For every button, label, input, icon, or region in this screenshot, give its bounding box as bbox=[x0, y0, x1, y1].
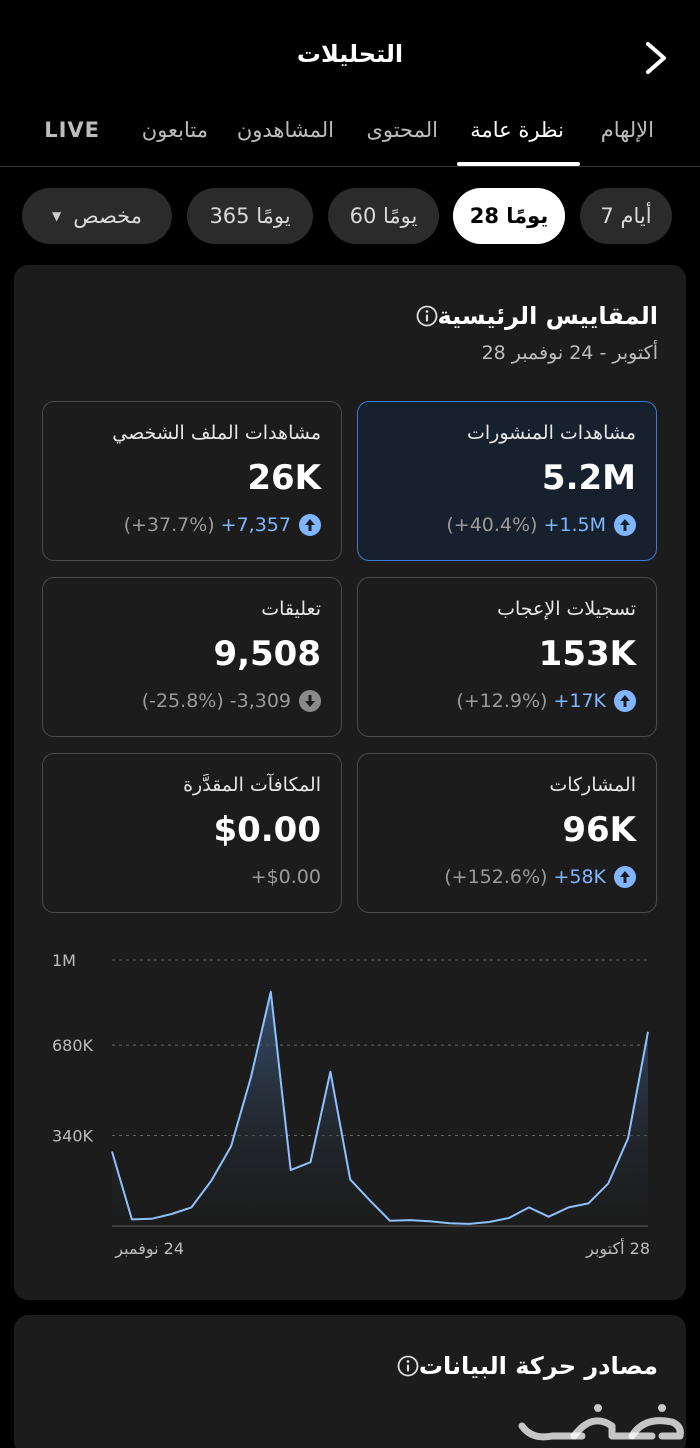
info-icon[interactable] bbox=[397, 1355, 419, 1377]
tab-bar: الإلهام نظرة عامة المحتوى المشاهدون متاب… bbox=[0, 110, 700, 167]
metric-label: تسجيلات الإعجاب bbox=[497, 598, 636, 620]
metric-delta: +17K bbox=[553, 690, 606, 712]
arrow-up-icon bbox=[299, 514, 321, 536]
metric-delta: +1.5M bbox=[543, 514, 606, 536]
period-28-days[interactable]: 28 يومًا bbox=[453, 188, 565, 244]
traffic-sources-title-text: مصادر حركة البيانات bbox=[418, 1352, 658, 1380]
tab-inspiration[interactable]: الإلهام bbox=[600, 118, 654, 142]
post-views-chart: 1M 680K 340K 24 نوفمبر 28 أكتوبر bbox=[52, 951, 650, 1259]
tab-content[interactable]: المحتوى bbox=[366, 118, 438, 142]
arrow-down-icon bbox=[299, 690, 321, 712]
y-tick-label: 680K bbox=[52, 1036, 94, 1055]
x-tick-label: 24 نوفمبر bbox=[114, 1239, 184, 1259]
metric-post-views[interactable]: مشاهدات المنشورات 5.2M +1.5M (+40.4%) bbox=[357, 401, 657, 561]
key-metrics-title-text: المقاييس الرئيسية bbox=[437, 302, 658, 330]
metric-value: 96K bbox=[562, 810, 636, 850]
metric-delta: +$0.00 bbox=[250, 866, 321, 888]
series-area bbox=[112, 991, 648, 1226]
y-tick-label: 1M bbox=[52, 951, 76, 970]
metric-value: 5.2M bbox=[541, 458, 636, 498]
metric-value: 26K bbox=[247, 458, 321, 498]
header: التحليلات bbox=[0, 0, 700, 110]
metric-label: المكافآت المقدَّرة bbox=[183, 774, 321, 796]
tab-followers[interactable]: متابعون bbox=[141, 118, 208, 142]
metric-likes[interactable]: تسجيلات الإعجاب 153K +17K (+12.9%) bbox=[357, 577, 657, 737]
traffic-sources-card bbox=[14, 1315, 686, 1448]
metric-profile-views[interactable]: مشاهدات الملف الشخصي 26K +7,357 (+37.7%) bbox=[42, 401, 342, 561]
metric-percent: (+152.6%) bbox=[444, 866, 548, 888]
tab-overview[interactable]: نظرة عامة bbox=[470, 118, 564, 142]
tab-active-indicator bbox=[457, 162, 580, 166]
metric-label: تعليقات bbox=[261, 598, 321, 620]
tab-viewers[interactable]: المشاهدون bbox=[236, 118, 334, 142]
x-tick-label: 28 أكتوبر bbox=[585, 1238, 650, 1259]
key-metrics-title: المقاييس الرئيسية bbox=[406, 302, 658, 330]
period-7-days[interactable]: 7 أيام bbox=[580, 188, 672, 244]
caret-down-icon: ▼ bbox=[52, 209, 62, 223]
period-selector: 7 أيام 28 يومًا 60 يومًا 365 يومًا ▼ مخص… bbox=[0, 188, 700, 244]
arrow-up-icon bbox=[614, 514, 636, 536]
series-line bbox=[111, 990, 649, 1225]
metric-delta: -3,309 bbox=[229, 690, 291, 712]
metric-label: مشاهدات المنشورات bbox=[466, 422, 636, 444]
metric-shares[interactable]: المشاركات 96K +58K (+152.6%) bbox=[357, 753, 657, 913]
metric-change: +$0.00 bbox=[251, 866, 321, 888]
metric-change: +17K (+12.9%) bbox=[456, 690, 636, 712]
metric-percent: (+12.9%) bbox=[456, 690, 548, 712]
period-custom-label: مخصص bbox=[73, 204, 142, 228]
date-range: 28 أكتوبر - 24 نوفمبر bbox=[481, 342, 658, 364]
info-icon[interactable] bbox=[416, 305, 438, 327]
arrow-up-icon bbox=[614, 690, 636, 712]
metric-value: $0.00 bbox=[213, 810, 321, 850]
period-365-days-label: 365 يومًا bbox=[209, 204, 291, 228]
period-60-days[interactable]: 60 يومًا bbox=[328, 188, 439, 244]
metric-change: +58K (+152.6%) bbox=[444, 866, 636, 888]
metric-delta: +7,357 bbox=[220, 514, 291, 536]
metric-value: 153K bbox=[538, 634, 636, 674]
page-title: التحليلات bbox=[296, 40, 404, 68]
metric-estimated-rewards[interactable]: المكافآت المقدَّرة $0.00 +$0.00 bbox=[42, 753, 342, 913]
metric-change: +1.5M (+40.4%) bbox=[446, 514, 636, 536]
metric-change: +7,357 (+37.7%) bbox=[124, 514, 321, 536]
metric-comments[interactable]: تعليقات 9,508 -3,309 (-25.8%) bbox=[42, 577, 342, 737]
metric-value: 9,508 bbox=[213, 634, 321, 674]
period-60-days-label: 60 يومًا bbox=[349, 204, 418, 228]
metric-label: مشاهدات الملف الشخصي bbox=[112, 422, 321, 444]
chevron-back-icon[interactable] bbox=[640, 38, 674, 78]
period-custom-dropdown[interactable]: ▼ مخصص bbox=[22, 188, 172, 244]
metric-delta: +58K bbox=[553, 866, 606, 888]
period-28-days-label: 28 يومًا bbox=[469, 204, 549, 228]
metric-label: المشاركات bbox=[549, 774, 636, 796]
metric-percent: (+40.4%) bbox=[446, 514, 538, 536]
arrow-up-icon bbox=[614, 866, 636, 888]
metric-percent: (-25.8%) bbox=[141, 690, 224, 712]
metric-change: -3,309 (-25.8%) bbox=[142, 690, 321, 712]
y-tick-label: 340K bbox=[52, 1127, 94, 1146]
metric-percent: (+37.7%) bbox=[123, 514, 215, 536]
tab-live[interactable]: LIVE bbox=[44, 118, 100, 142]
period-365-days[interactable]: 365 يومًا bbox=[187, 188, 313, 244]
period-7-days-label: 7 أيام bbox=[600, 204, 652, 228]
haraj-watermark-logo bbox=[518, 1404, 684, 1441]
traffic-sources-title: مصادر حركة البيانات bbox=[387, 1352, 658, 1380]
